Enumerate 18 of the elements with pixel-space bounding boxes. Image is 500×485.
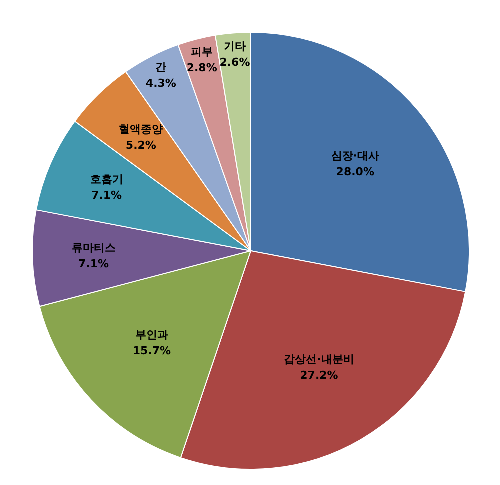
slice-label: 갑상선·내분비	[284, 352, 354, 366]
slice-label: 피부	[191, 45, 214, 58]
slice-label: 호흡기	[90, 172, 124, 186]
slice-label: 류마티스	[72, 241, 116, 254]
slice-label: 심장·대사	[331, 150, 380, 163]
slice-label: 간	[156, 60, 167, 74]
data-label: 5.2%	[126, 139, 156, 152]
data-label: 7.1%	[78, 257, 110, 270]
data-label: 27.2%	[300, 368, 338, 382]
data-label: 28.0%	[336, 166, 374, 179]
data-label: 2.8%	[186, 61, 218, 74]
slice-label: 혈액종양	[119, 123, 164, 136]
data-label: 15.7%	[132, 344, 172, 358]
data-label: 7.1%	[92, 188, 122, 202]
slice-label: 기타	[224, 40, 246, 53]
data-label: 2.6%	[220, 56, 250, 69]
data-label: 4.3%	[146, 76, 176, 90]
slice-label: 부인과	[135, 328, 168, 342]
